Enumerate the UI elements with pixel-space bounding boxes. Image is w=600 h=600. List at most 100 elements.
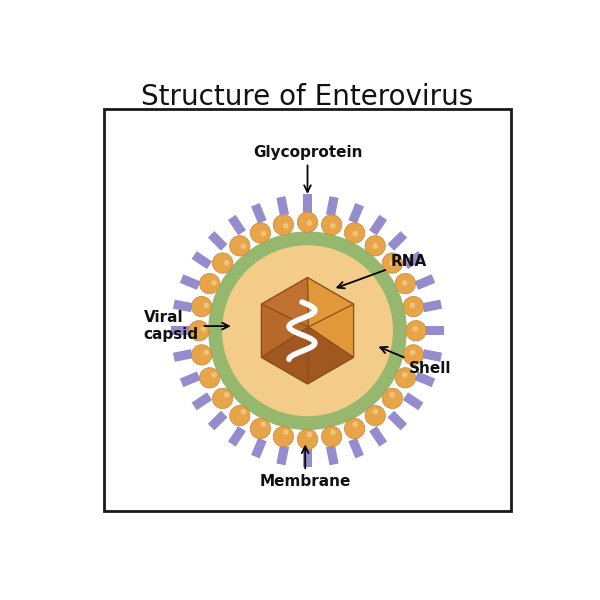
Polygon shape <box>308 278 353 327</box>
Polygon shape <box>262 278 308 327</box>
Circle shape <box>389 260 395 266</box>
Circle shape <box>402 280 407 286</box>
Polygon shape <box>191 392 212 410</box>
Polygon shape <box>262 304 308 357</box>
Circle shape <box>330 429 335 435</box>
Circle shape <box>412 326 418 332</box>
Polygon shape <box>180 274 200 290</box>
Circle shape <box>382 253 403 273</box>
Circle shape <box>403 296 424 317</box>
Polygon shape <box>251 203 266 224</box>
Circle shape <box>241 244 246 249</box>
Polygon shape <box>173 299 193 312</box>
Circle shape <box>352 231 358 236</box>
Text: Structure of Enterovirus: Structure of Enterovirus <box>142 83 473 112</box>
Text: RNA: RNA <box>337 254 427 289</box>
Circle shape <box>224 260 229 266</box>
Polygon shape <box>388 231 407 251</box>
Circle shape <box>273 215 293 235</box>
Polygon shape <box>326 196 338 216</box>
Circle shape <box>298 212 317 232</box>
Circle shape <box>410 350 415 355</box>
Circle shape <box>352 421 358 427</box>
Polygon shape <box>415 274 435 290</box>
Circle shape <box>250 223 271 243</box>
Circle shape <box>298 429 317 449</box>
Circle shape <box>224 392 229 398</box>
Polygon shape <box>308 304 353 357</box>
Circle shape <box>230 236 250 256</box>
Circle shape <box>344 223 365 243</box>
Polygon shape <box>191 251 212 269</box>
Circle shape <box>307 432 312 437</box>
Polygon shape <box>369 426 387 446</box>
Circle shape <box>222 245 393 416</box>
Text: Shell: Shell <box>380 347 452 376</box>
Polygon shape <box>208 411 227 430</box>
Circle shape <box>260 421 266 427</box>
Circle shape <box>403 345 424 365</box>
Circle shape <box>365 236 385 256</box>
Polygon shape <box>173 349 193 362</box>
Polygon shape <box>326 445 338 465</box>
Polygon shape <box>308 327 353 384</box>
Text: Viral
capsid: Viral capsid <box>143 310 229 342</box>
Polygon shape <box>228 215 246 235</box>
Polygon shape <box>388 411 407 430</box>
Circle shape <box>389 392 395 398</box>
Circle shape <box>283 429 289 435</box>
Circle shape <box>373 409 378 415</box>
Circle shape <box>208 232 407 430</box>
Polygon shape <box>171 326 190 335</box>
Circle shape <box>191 345 212 365</box>
Circle shape <box>307 220 312 226</box>
Circle shape <box>241 409 246 415</box>
Circle shape <box>395 368 415 388</box>
Circle shape <box>212 253 233 273</box>
Polygon shape <box>180 371 200 387</box>
Circle shape <box>200 368 220 388</box>
Circle shape <box>410 302 415 308</box>
Polygon shape <box>349 203 364 224</box>
Circle shape <box>373 244 378 249</box>
Circle shape <box>402 372 407 377</box>
Circle shape <box>189 320 209 341</box>
Circle shape <box>382 388 403 409</box>
Polygon shape <box>422 299 442 312</box>
Circle shape <box>322 427 342 447</box>
Polygon shape <box>228 426 246 446</box>
Polygon shape <box>415 371 435 387</box>
Polygon shape <box>262 327 308 384</box>
Polygon shape <box>403 392 424 410</box>
Circle shape <box>344 418 365 439</box>
Circle shape <box>273 427 293 447</box>
Circle shape <box>365 406 385 426</box>
Polygon shape <box>262 278 353 384</box>
Circle shape <box>330 223 335 229</box>
Polygon shape <box>303 449 312 467</box>
Circle shape <box>250 418 271 439</box>
Polygon shape <box>251 438 266 458</box>
Circle shape <box>211 372 217 377</box>
Circle shape <box>203 350 209 355</box>
Polygon shape <box>422 349 442 362</box>
Text: Glycoprotein: Glycoprotein <box>253 145 362 192</box>
Circle shape <box>283 223 289 229</box>
Circle shape <box>211 280 217 286</box>
Polygon shape <box>369 215 387 235</box>
Polygon shape <box>303 194 312 213</box>
Polygon shape <box>277 445 289 465</box>
Circle shape <box>212 388 233 409</box>
Circle shape <box>260 231 266 236</box>
Circle shape <box>406 320 426 341</box>
Circle shape <box>203 302 209 308</box>
Polygon shape <box>425 326 444 335</box>
Circle shape <box>222 245 393 416</box>
Polygon shape <box>277 196 289 216</box>
Circle shape <box>322 215 342 235</box>
Text: Membrane: Membrane <box>260 446 351 489</box>
Circle shape <box>395 274 415 294</box>
Circle shape <box>230 406 250 426</box>
Polygon shape <box>403 251 424 269</box>
Polygon shape <box>208 231 227 251</box>
